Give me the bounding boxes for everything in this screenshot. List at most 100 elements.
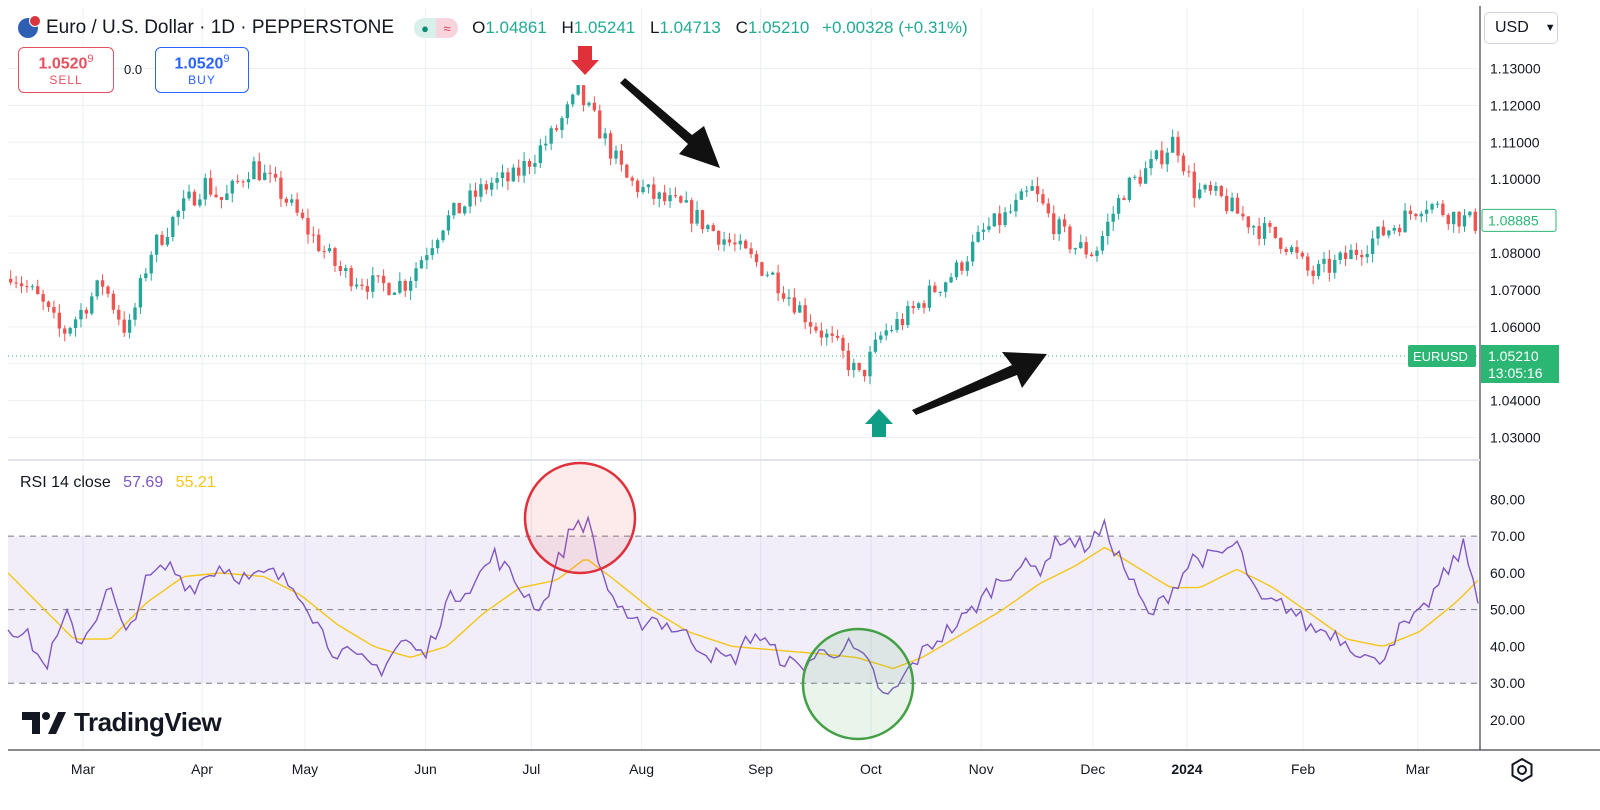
candle-body[interactable] [706,225,710,230]
candle-body[interactable] [554,128,559,131]
candle-body[interactable] [1008,211,1013,213]
candle-body[interactable] [268,172,272,174]
candle-body[interactable] [1003,212,1007,225]
candle-body[interactable] [544,143,548,146]
currency-select[interactable]: USD ▼ [1484,12,1558,44]
candle-body[interactable] [711,225,715,231]
candle-body[interactable] [1408,210,1413,215]
candle-body[interactable] [181,198,186,211]
candle-body[interactable] [1392,227,1396,231]
candle-body[interactable] [25,286,29,288]
candle-body[interactable] [1333,259,1337,273]
candle-body[interactable] [1208,185,1213,191]
candle-body[interactable] [825,333,829,338]
candle-body[interactable] [252,161,256,180]
candle-body[interactable] [1073,248,1078,250]
candle-body[interactable] [490,182,494,190]
candle-body[interactable] [430,248,434,256]
candle-body[interactable] [1343,252,1348,260]
candle-body[interactable] [473,190,478,197]
candle-body[interactable] [619,150,624,165]
candle-body[interactable] [1381,226,1386,236]
candle-body[interactable] [819,330,824,338]
candle-body[interactable] [1452,211,1456,225]
candle-body[interactable] [144,273,148,279]
candle-body[interactable] [106,286,110,294]
candle-body[interactable] [295,199,299,213]
candle-body[interactable] [462,206,467,214]
candle-body[interactable] [679,196,683,203]
candle-body[interactable] [1322,258,1326,264]
candle-body[interactable] [414,268,418,281]
candle-body[interactable] [614,150,618,159]
candle-body[interactable] [219,197,224,200]
candle-body[interactable] [1160,150,1164,165]
candle-body[interactable] [738,240,742,245]
candle-body[interactable] [236,180,240,182]
candle-body[interactable] [1084,242,1088,255]
candle-body[interactable] [1360,254,1364,258]
candle-body[interactable] [727,239,732,243]
candle-body[interactable] [46,301,51,308]
candle-body[interactable] [517,167,521,176]
candle-body[interactable] [300,212,305,218]
candle-body[interactable] [792,297,797,313]
candle-body[interactable] [333,248,337,266]
candle-body[interactable] [1349,249,1353,260]
candle-body[interactable] [798,305,802,313]
candle-body[interactable] [662,192,667,202]
candle-body[interactable] [306,217,310,235]
candle-body[interactable] [1225,196,1229,212]
candle-body[interactable] [538,145,543,164]
candle-body[interactable] [506,172,510,182]
candle-body[interactable] [1262,223,1267,239]
candle-body[interactable] [1397,227,1402,233]
candle-body[interactable] [19,283,24,287]
candle-body[interactable] [603,133,607,139]
candle-body[interactable] [1273,226,1278,238]
candle-body[interactable] [1116,198,1121,214]
candle-body[interactable] [322,251,326,253]
candle-body[interactable] [1176,136,1180,156]
candle-body[interactable] [852,362,856,371]
candle-body[interactable] [1068,226,1072,250]
candle-body[interactable] [646,184,651,188]
candle-body[interactable] [587,102,591,106]
candle-body[interactable] [500,172,505,179]
candle-body[interactable] [354,284,359,287]
candle-body[interactable] [1197,189,1202,199]
candle-body[interactable] [446,215,451,231]
candle-body[interactable] [965,261,969,271]
candle-body[interactable] [57,312,62,329]
data-delay-icon[interactable]: ≈ [436,18,459,38]
candle-body[interactable] [165,237,170,245]
candle-body[interactable] [257,161,261,181]
candle-body[interactable] [522,160,526,176]
candle-body[interactable] [1441,203,1445,216]
candle-body[interactable] [371,275,375,292]
candle-body[interactable] [290,199,294,203]
candle-body[interactable] [1170,136,1175,153]
candle-body[interactable] [41,294,45,302]
candle-body[interactable] [160,234,164,245]
candle-body[interactable] [14,282,18,284]
candle-body[interactable] [1127,177,1132,200]
candle-body[interactable] [73,319,78,329]
candle-body[interactable] [419,260,424,269]
candle-body[interactable] [581,85,586,106]
candle-body[interactable] [749,248,753,255]
candle-body[interactable] [987,226,991,230]
candle-body[interactable] [127,319,132,333]
candle-body[interactable] [279,177,283,199]
candle-body[interactable] [1165,152,1169,165]
candle-body[interactable] [1419,213,1423,217]
candle-body[interactable] [187,191,191,199]
candle-body[interactable] [1219,186,1223,197]
candle-body[interactable] [814,326,818,331]
candle-body[interactable] [841,337,845,351]
candle-body[interactable] [171,216,175,238]
candle-body[interactable] [868,351,872,377]
candle-body[interactable] [63,328,67,334]
candle-body[interactable] [1268,223,1272,227]
candle-body[interactable] [527,160,532,167]
